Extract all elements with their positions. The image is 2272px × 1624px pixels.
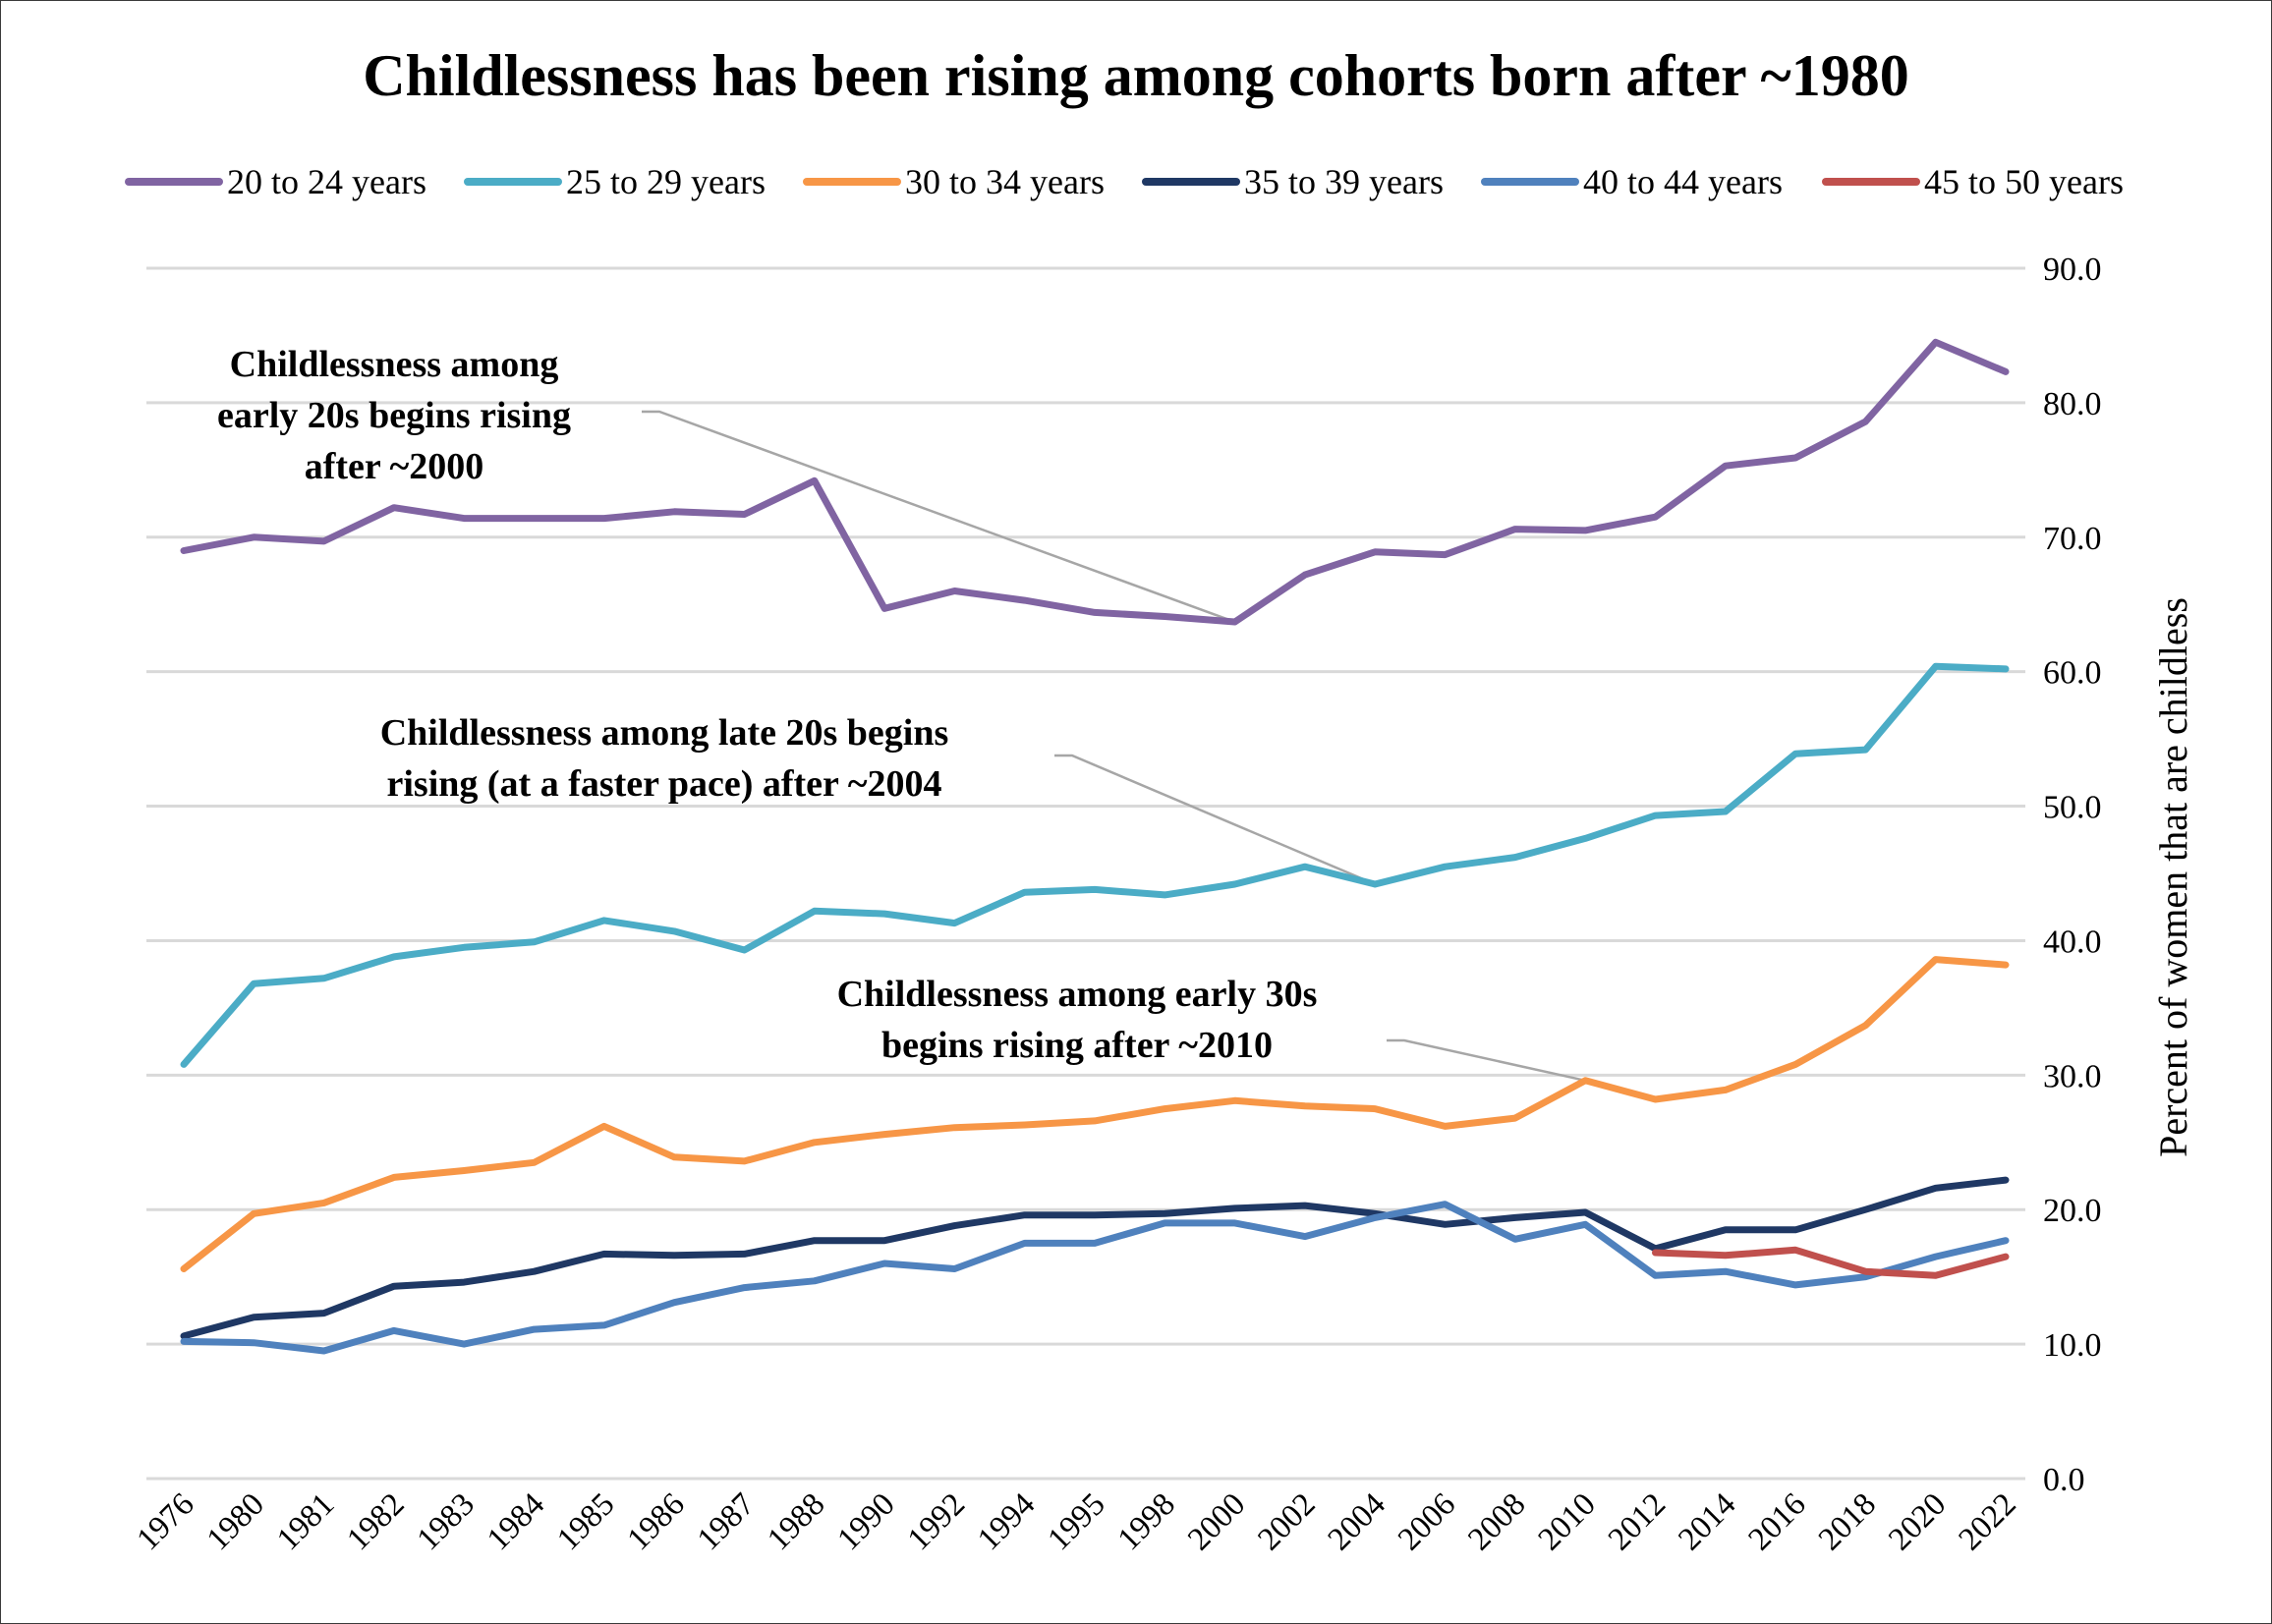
series-line-40-to-44-years bbox=[180, 1201, 2010, 1355]
y-axis-tick-labels: 0.0 10.0 20.0 30.0 40.0 50.0 60.0 70.0 80.0 90.0 bbox=[2043, 252, 2102, 1498]
x-tick-label: 2018 bbox=[1812, 1486, 1883, 1557]
x-tick-label: 1982 bbox=[340, 1486, 411, 1557]
annotation-text-line: rising (at a faster pace) after ~2004 bbox=[387, 763, 942, 805]
legend-item-25-to-29-years: 25 to 29 years bbox=[464, 162, 766, 201]
x-tick-label: 2016 bbox=[1742, 1486, 1813, 1557]
legend-item-45-to-50-years: 45 to 50 years bbox=[1822, 162, 2124, 201]
legend-item-30-to-34-years: 30 to 34 years bbox=[803, 162, 1105, 201]
x-tick-label: 2000 bbox=[1181, 1486, 1252, 1557]
y-axis-label: Percent of women that are childless bbox=[2151, 597, 2195, 1157]
x-tick-label: 2012 bbox=[1602, 1486, 1673, 1557]
annotation-text-line: Childlessness among bbox=[230, 344, 559, 385]
legend-item-35-to-39-years: 35 to 39 years bbox=[1142, 162, 1444, 201]
legend-label: 35 to 39 years bbox=[1244, 162, 1444, 201]
series-line-30-to-34-years bbox=[180, 956, 2010, 1272]
annotation-text-line: Childlessness among late 20s begins bbox=[380, 712, 949, 754]
x-tick-label: 1990 bbox=[831, 1486, 902, 1557]
x-tick-label: 1980 bbox=[200, 1486, 271, 1557]
x-tick-label: 2022 bbox=[1953, 1486, 2023, 1557]
legend-label: 25 to 29 years bbox=[566, 162, 766, 201]
y-tick-label: 30.0 bbox=[2043, 1058, 2102, 1094]
series-line-20-to-24-years bbox=[180, 338, 2010, 626]
y-tick-label: 50.0 bbox=[2043, 790, 2102, 826]
annotation-text-line: early 20s begins rising bbox=[217, 395, 571, 436]
series-line-45-to-50-years bbox=[1652, 1246, 2010, 1279]
x-tick-label: 1995 bbox=[1042, 1486, 1112, 1557]
legend-label: 40 to 44 years bbox=[1583, 162, 1783, 201]
annotation-leader-line bbox=[642, 410, 1236, 624]
legend: 20 to 24 years 25 to 29 years 30 to 34 yea… bbox=[125, 162, 2124, 201]
x-tick-label: 2020 bbox=[1882, 1486, 1953, 1557]
x-tick-label: 1987 bbox=[691, 1486, 762, 1557]
legend-item-40-to-44-years: 40 to 44 years bbox=[1481, 162, 1783, 201]
x-tick-label: 1981 bbox=[270, 1486, 341, 1557]
series-lines bbox=[180, 338, 2010, 1355]
x-tick-label: 1976 bbox=[131, 1486, 201, 1557]
x-tick-label: 2010 bbox=[1532, 1486, 1603, 1557]
x-tick-label: 2002 bbox=[1251, 1486, 1322, 1557]
y-tick-label: 70.0 bbox=[2043, 521, 2102, 557]
y-tick-label: 80.0 bbox=[2043, 386, 2102, 422]
x-tick-label: 1988 bbox=[761, 1486, 831, 1557]
x-tick-label: 2006 bbox=[1392, 1486, 1462, 1557]
legend-label: 20 to 24 years bbox=[227, 162, 426, 201]
legend-item-20-to-24-years: 20 to 24 years bbox=[125, 162, 426, 201]
x-tick-label: 2008 bbox=[1461, 1486, 1532, 1557]
legend-label: 30 to 34 years bbox=[905, 162, 1105, 201]
y-tick-label: 40.0 bbox=[2043, 924, 2102, 960]
series-line-35-to-39-years bbox=[180, 1176, 2010, 1340]
annotation-3: Childlessness among early 30s begins risi… bbox=[837, 974, 1586, 1083]
y-tick-label: 60.0 bbox=[2043, 655, 2102, 692]
annotation-2: Childlessness among late 20s begins risin… bbox=[380, 712, 1376, 886]
legend-label: 45 to 50 years bbox=[1924, 162, 2124, 201]
annotation-text-line: after ~2000 bbox=[305, 446, 484, 487]
annotation-leader-line bbox=[1054, 754, 1376, 886]
gridlines bbox=[146, 266, 2025, 1481]
annotation-leader-line bbox=[1387, 1038, 1586, 1083]
x-tick-label: 1985 bbox=[550, 1486, 621, 1557]
x-axis-tick-labels: 1976 1980 1981 1982 1983 1984 1985 1986 1987 1988… bbox=[131, 1486, 2023, 1557]
annotation-1: Childlessness among early 20s begins risi… bbox=[217, 344, 1236, 624]
annotation-text-line: begins rising after ~2010 bbox=[881, 1025, 1273, 1066]
chart-title: Childlessness has been rising among coho… bbox=[363, 43, 1909, 108]
annotations: Childlessness among early 20s begins risi… bbox=[217, 344, 1586, 1083]
y-tick-label: 0.0 bbox=[2043, 1462, 2085, 1498]
annotation-text-line: Childlessness among early 30s bbox=[837, 974, 1318, 1015]
y-tick-label: 20.0 bbox=[2043, 1193, 2102, 1229]
x-tick-label: 1992 bbox=[901, 1486, 972, 1557]
x-tick-label: 1984 bbox=[481, 1486, 551, 1557]
x-tick-label: 2004 bbox=[1322, 1486, 1392, 1557]
y-tick-label: 10.0 bbox=[2043, 1327, 2102, 1364]
x-tick-label: 1994 bbox=[971, 1486, 1042, 1557]
x-tick-label: 2014 bbox=[1672, 1486, 1742, 1557]
y-tick-label: 90.0 bbox=[2043, 252, 2102, 288]
x-tick-label: 1986 bbox=[621, 1486, 692, 1557]
series-line-25-to-29-years bbox=[180, 662, 2010, 1068]
x-tick-label: 1983 bbox=[411, 1486, 482, 1557]
x-tick-label: 1998 bbox=[1111, 1486, 1182, 1557]
